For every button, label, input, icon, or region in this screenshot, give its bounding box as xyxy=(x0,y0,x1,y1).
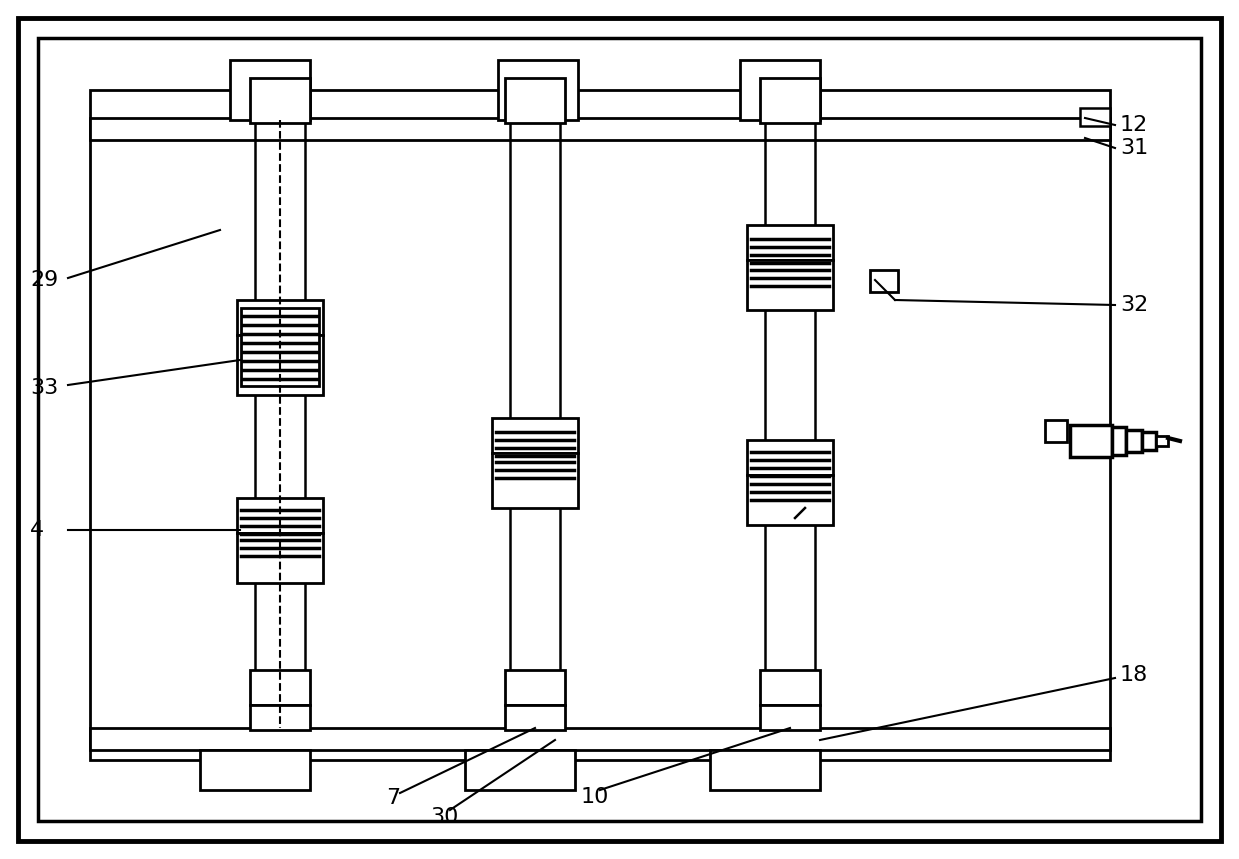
Bar xyxy=(870,270,898,292)
Bar xyxy=(1070,425,1111,457)
Text: 18: 18 xyxy=(1120,665,1149,685)
Bar xyxy=(90,728,1110,750)
Bar xyxy=(90,118,1110,140)
Bar xyxy=(237,533,323,583)
Bar xyxy=(747,225,833,260)
Text: 7: 7 xyxy=(385,788,400,808)
Bar xyxy=(1142,432,1156,450)
Bar xyxy=(760,78,820,123)
Text: 10: 10 xyxy=(581,787,610,807)
Bar xyxy=(1156,436,1168,446)
Bar xyxy=(492,418,579,453)
Bar xyxy=(1044,420,1067,442)
Bar xyxy=(710,750,820,790)
Text: 31: 31 xyxy=(1120,138,1149,158)
Bar xyxy=(506,670,565,705)
Bar xyxy=(1111,427,1126,455)
Text: 33: 33 xyxy=(30,378,58,398)
Text: 4: 4 xyxy=(30,520,45,540)
Bar xyxy=(740,60,820,120)
Text: 30: 30 xyxy=(430,807,458,827)
Bar xyxy=(506,78,565,123)
Text: 12: 12 xyxy=(1120,115,1149,135)
Bar xyxy=(1080,108,1110,126)
Bar xyxy=(230,60,310,120)
Bar xyxy=(250,705,310,730)
Bar xyxy=(747,475,833,525)
Bar xyxy=(237,335,323,395)
Bar xyxy=(498,60,579,120)
Bar xyxy=(465,750,575,790)
Bar xyxy=(506,705,565,730)
Bar xyxy=(199,750,310,790)
Bar xyxy=(90,90,1110,760)
Bar xyxy=(747,440,833,475)
Text: 32: 32 xyxy=(1120,295,1149,315)
Bar xyxy=(237,498,323,533)
Bar xyxy=(237,300,323,335)
Text: 29: 29 xyxy=(30,270,58,290)
Bar xyxy=(242,308,318,386)
Bar xyxy=(250,78,310,123)
Bar xyxy=(250,670,310,705)
Bar xyxy=(492,453,579,508)
Bar xyxy=(747,260,833,310)
Bar xyxy=(1126,430,1142,452)
Bar xyxy=(760,705,820,730)
Bar xyxy=(760,670,820,705)
